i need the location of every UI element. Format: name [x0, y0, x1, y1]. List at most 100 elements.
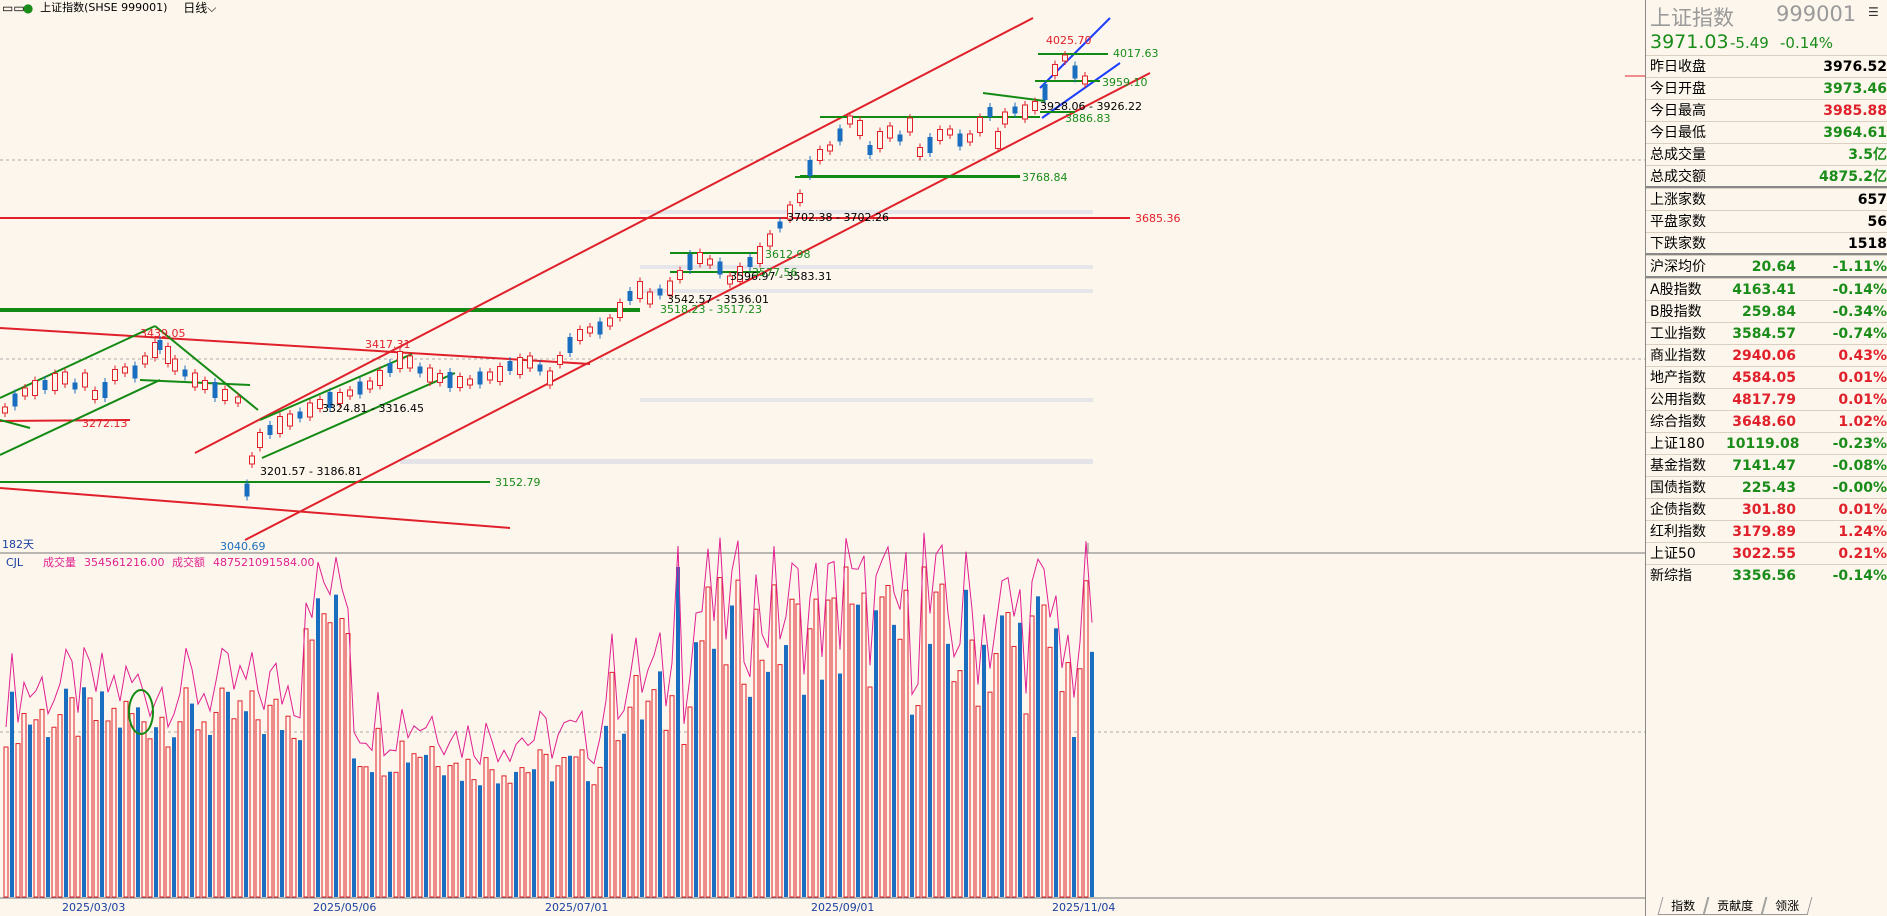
tab-leaders[interactable]: 领涨 [1761, 897, 1813, 915]
volume-bar [489, 769, 495, 898]
volume-bar [424, 754, 428, 897]
volume-bar [820, 679, 824, 897]
volume-bar [249, 690, 255, 898]
volume-bar [82, 687, 86, 897]
volume-bar [645, 700, 651, 898]
stat-5-label: 总成交额 [1650, 169, 1706, 185]
volume-bar [867, 686, 873, 898]
volume-bar [237, 700, 243, 898]
volume-bar [525, 772, 531, 898]
quote-row: 企债指数 301.80 0.01% [1646, 498, 1887, 521]
candle-body [657, 288, 663, 296]
volume-bar [573, 756, 579, 898]
pattern-line [0, 325, 156, 399]
channel-upper [194, 17, 1034, 454]
index-4-label: 地产指数 [1650, 370, 1706, 386]
quote-row: 总成交量 3.5亿 [1646, 143, 1887, 166]
index-8-value: 7141.47 [1732, 458, 1796, 474]
candle-body [617, 302, 623, 318]
volume-bar [957, 670, 963, 898]
range-line [982, 92, 1046, 102]
volume-bar [622, 733, 626, 897]
period-selector[interactable]: 日线⌵ [183, 0, 216, 16]
candle-body [235, 396, 241, 404]
index-5-label: 公用指数 [1650, 392, 1706, 408]
volume-bar [57, 714, 63, 898]
candle-body [707, 258, 713, 266]
candle-body [317, 399, 323, 409]
volume-bar [789, 598, 795, 898]
candle-body [212, 382, 218, 398]
candle-body [467, 378, 473, 386]
candle-body [22, 387, 28, 397]
price-label: 3702.38 - 3702.26 [787, 211, 889, 224]
price-label: 3201.57 - 3186.81 [260, 465, 362, 478]
volume-bar [1083, 580, 1089, 898]
volume-bar [1077, 668, 1083, 898]
candle-body [907, 117, 913, 133]
index-12-label: 上证50 [1650, 546, 1696, 562]
volume-bar [399, 740, 405, 898]
candle-body [727, 275, 733, 285]
volume-bar [933, 591, 939, 898]
panel-divider [1646, 276, 1887, 278]
candle-body [547, 370, 553, 386]
volume-bar [987, 691, 993, 898]
volume-bar [298, 740, 302, 897]
index-4-value: 4584.05 [1732, 370, 1796, 386]
candle-body [1072, 65, 1078, 79]
quote-row: 地产指数 4584.05 0.01% [1646, 366, 1887, 389]
volume-bar [69, 697, 75, 898]
volume-bar [633, 675, 639, 898]
index-6-pct: 1.02% [1838, 414, 1887, 430]
index-7-pct: -0.23% [1832, 436, 1887, 452]
volume-bar [10, 691, 14, 897]
volume-bar [699, 640, 705, 898]
candle-body [42, 380, 48, 390]
volume-bar [568, 755, 572, 897]
volume-bar [1054, 628, 1058, 897]
quote-row: 今日最低 3964.61 [1646, 121, 1887, 144]
period-label: 日线 [183, 1, 208, 15]
volume-bar [915, 705, 921, 898]
chart-area[interactable]: 4025.70 4017.63 3959.10 3928.06 - 3926.22 38… [0, 0, 1645, 916]
candle-body [1042, 84, 1048, 100]
volume-bar [766, 671, 770, 897]
price-change: -5.49 [1730, 34, 1769, 52]
volume-bar [129, 713, 135, 898]
quote-row: 综合指数 3648.60 1.02% [1646, 410, 1887, 433]
menu-icon[interactable]: ☰ [1868, 5, 1879, 19]
candle-body [817, 149, 823, 161]
candle-body [957, 133, 963, 147]
trend-line [0, 419, 131, 422]
candle-body [447, 372, 453, 388]
price-chart[interactable]: 4025.70 4017.63 3959.10 3928.06 - 3926.2238… [0, 0, 1645, 916]
candle-body [597, 321, 603, 335]
panel-divider [1646, 186, 1887, 188]
volume-bar [447, 765, 453, 898]
volume-bar [165, 746, 171, 898]
trend-line [0, 327, 591, 365]
index-3-value: 2940.06 [1732, 348, 1796, 364]
pattern-line [259, 353, 413, 421]
pattern-line [154, 325, 259, 411]
candle-body [202, 380, 208, 390]
volume-bar [123, 700, 129, 898]
tab-contribution[interactable]: 贡献度 [1703, 897, 1767, 915]
quote-row: 平盘家数 56 [1646, 210, 1887, 233]
chevron-down-icon: ⌵ [207, 1, 217, 15]
volume-bar [280, 730, 284, 897]
volume-bar [334, 594, 338, 897]
volume-bar [255, 719, 261, 898]
volume-label: 成交量 [43, 555, 76, 569]
channel-lower [244, 72, 1151, 541]
candle-body [667, 280, 673, 296]
candle-body [407, 355, 413, 369]
index-13-label: 新综指 [1650, 568, 1692, 584]
quote-row: 基金指数 7141.47 -0.08% [1646, 454, 1887, 477]
volume-bar [856, 604, 860, 897]
candle-body [152, 342, 158, 358]
layout-icon[interactable]: ▭▭ [2, 1, 25, 15]
volume-bar [921, 566, 927, 898]
tab-index[interactable]: 指数 [1657, 897, 1709, 915]
